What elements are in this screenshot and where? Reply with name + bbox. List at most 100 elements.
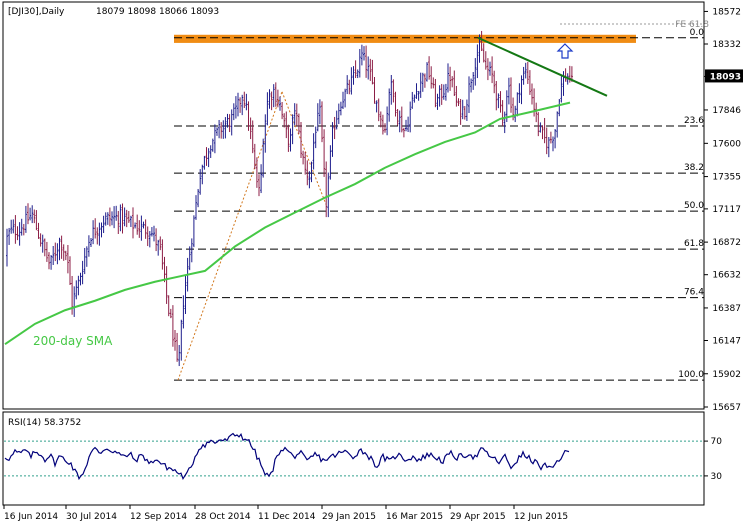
- price-bar: [24, 205, 27, 233]
- price-bar: [484, 51, 487, 70]
- price-bar: [453, 70, 456, 96]
- price-bar: [499, 91, 502, 113]
- price-tick-label: 16872: [712, 238, 741, 248]
- price-bar: [14, 215, 17, 244]
- price-tick-label: 17117: [712, 205, 741, 215]
- price-bar: [234, 96, 237, 119]
- price-bar: [281, 102, 284, 120]
- price-bar: [426, 62, 428, 82]
- price-bar: [226, 113, 229, 128]
- price-bar: [213, 124, 216, 154]
- price-bar: [77, 275, 80, 296]
- price-bar: [539, 122, 542, 133]
- price-bar: [108, 207, 111, 227]
- price-bar: [75, 280, 78, 300]
- price-bar: [396, 109, 399, 126]
- price-bar: [94, 218, 97, 239]
- price-bar: [447, 63, 449, 93]
- price-bar: [239, 97, 242, 113]
- price-bar: [295, 103, 298, 127]
- price-bar: [96, 227, 99, 245]
- price-bar: [486, 58, 489, 81]
- last-price-label: 18093: [710, 72, 741, 82]
- price-bar: [85, 246, 88, 267]
- price-bar: [442, 84, 445, 100]
- price-bar: [331, 122, 334, 157]
- price-bar: [369, 58, 372, 81]
- fib-level-label: 0.0: [690, 28, 705, 38]
- price-bar: [43, 238, 46, 257]
- fib-swing-line: [281, 91, 327, 205]
- price-bar: [180, 319, 183, 361]
- price-bar: [409, 101, 412, 133]
- price-bar: [62, 244, 65, 261]
- price-bar: [39, 233, 42, 247]
- price-bar: [148, 231, 151, 248]
- up-arrow-icon: [556, 43, 574, 59]
- price-bar: [522, 66, 525, 85]
- last-price-box: [705, 69, 743, 83]
- price-bar: [558, 98, 561, 117]
- price-bar: [245, 93, 248, 111]
- price-bar: [184, 275, 187, 315]
- price-bar: [419, 72, 422, 98]
- price-bar: [520, 75, 523, 105]
- time-tick-label: 29 Apr 2015: [450, 512, 506, 522]
- price-tick-label: 16147: [712, 337, 741, 347]
- price-bar: [119, 204, 122, 232]
- price-bar: [163, 256, 166, 283]
- price-bar: [465, 99, 468, 121]
- price-bar: [106, 212, 109, 225]
- price-bar: [157, 239, 160, 256]
- candles-layer: [6, 30, 573, 367]
- price-bar: [491, 56, 494, 84]
- price-bar: [146, 226, 149, 247]
- fibonacci-layer: 0.0 23.6 38.2 50.0 61.8 76.4 100.0: [174, 28, 705, 381]
- price-bar: [545, 127, 548, 155]
- price-bar: [159, 236, 162, 251]
- price-bar: [514, 105, 517, 123]
- price-bar: [400, 106, 403, 133]
- price-bar: [188, 246, 191, 271]
- price-bar: [459, 98, 462, 125]
- price-bar: [33, 209, 36, 224]
- price-bar: [476, 44, 479, 79]
- price-bar: [407, 116, 410, 133]
- price-bar: [201, 164, 204, 185]
- price-bar: [342, 91, 344, 109]
- fib-swing-line-layer: [177, 91, 327, 381]
- price-bar: [142, 221, 145, 229]
- rsi-line: [4, 432, 570, 481]
- price-tick-label: 16632: [712, 271, 741, 281]
- price-bar: [138, 220, 141, 238]
- fib-expansion-layer: FE 61.8: [174, 20, 709, 43]
- price-bar: [363, 46, 365, 61]
- price-bar: [8, 227, 11, 245]
- price-bar: [346, 75, 349, 95]
- price-bar: [373, 77, 376, 104]
- price-bar: [199, 169, 202, 195]
- price-bar: [367, 56, 370, 80]
- price-bar: [150, 227, 153, 237]
- price-bar: [358, 48, 361, 78]
- price-bar: [543, 117, 546, 144]
- price-bar: [302, 150, 305, 165]
- price-bar: [279, 96, 281, 111]
- price-bar: [489, 61, 491, 76]
- price-bar: [354, 60, 357, 79]
- price-bar: [482, 43, 485, 63]
- price-bar: [165, 266, 168, 304]
- price-bar: [327, 172, 330, 218]
- price-bar: [102, 215, 105, 234]
- price-tick-label: 15657: [712, 403, 741, 413]
- price-tick-label: 18332: [712, 40, 741, 50]
- price-bar: [325, 161, 328, 218]
- price-bar: [241, 94, 244, 116]
- time-tick-label: 12 Sep 2014: [130, 512, 187, 522]
- time-tick-label: 29 Jan 2015: [322, 512, 376, 522]
- price-bar: [54, 242, 57, 262]
- price-bar: [192, 215, 195, 248]
- price-bar: [237, 92, 239, 117]
- price-bar: [258, 174, 260, 197]
